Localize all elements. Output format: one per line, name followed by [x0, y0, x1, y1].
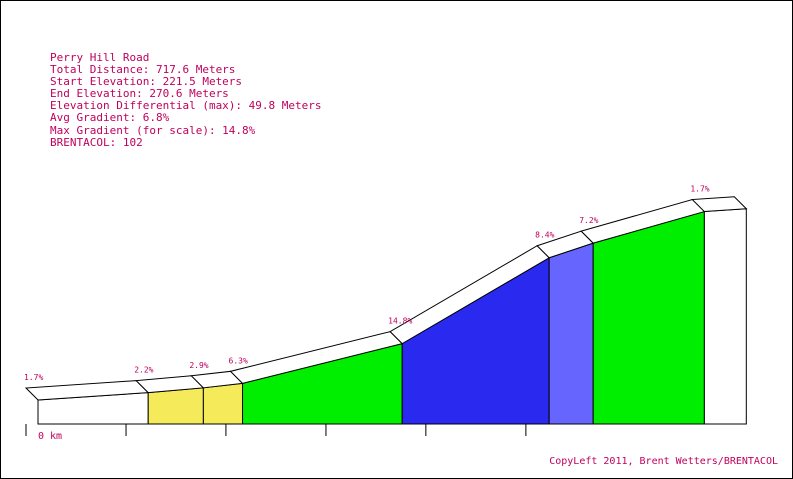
segment-gradient-label: 8.4% — [535, 231, 554, 240]
x-axis-start-label: 0 km — [38, 431, 62, 442]
road-band-segment — [691, 196, 748, 213]
segment-gradient-label: 2.9% — [189, 361, 208, 370]
profile-segment — [548, 242, 594, 425]
segment-gradient-label: 2.2% — [134, 366, 153, 375]
segment-gradient-label: 1.7% — [24, 373, 43, 382]
segment-gradient-label: 6.3% — [229, 356, 248, 365]
segment-gradient-label: 14.8% — [388, 317, 412, 326]
brentacol-score: BRENTACOL: 102 — [50, 135, 143, 149]
profile-segment — [703, 208, 747, 425]
profile-segment — [147, 387, 204, 425]
copyright-notice: CopyLeft 2011, Brent Wetters/BRENTACOL — [549, 456, 778, 467]
end-elevation: End Elevation: 270.6 Meters — [50, 87, 229, 101]
start-elevation: Start Elevation: 221.5 Meters — [50, 75, 243, 89]
max-gradient: Max Gradient (for scale): 14.8% — [50, 123, 256, 137]
profile-segment — [592, 210, 705, 425]
elevation-differential: Elevation Differential (max): 49.8 Meter… — [50, 99, 322, 113]
road-name: Perry Hill Road — [50, 51, 150, 64]
profile-info-block: Perry Hill Road Total Distance: 717.6 Me… — [50, 51, 322, 149]
segment-gradient-label: 7.2% — [579, 216, 598, 225]
total-distance: Total Distance: 717.6 Meters — [50, 63, 236, 77]
segment-gradient-label: 1.7% — [690, 185, 709, 194]
profile-segment — [202, 382, 244, 425]
average-gradient: Avg Gradient: 6.8% — [50, 111, 170, 125]
